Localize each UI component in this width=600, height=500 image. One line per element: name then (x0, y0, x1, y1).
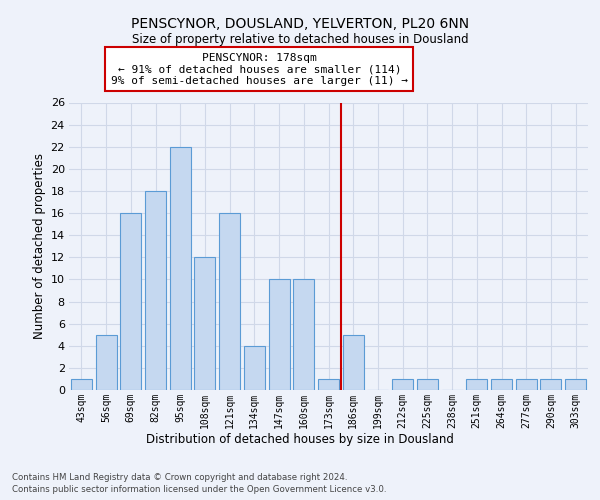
Text: Size of property relative to detached houses in Dousland: Size of property relative to detached ho… (131, 32, 469, 46)
Bar (392, 379, 413, 390)
Text: Distribution of detached houses by size in Dousland: Distribution of detached houses by size … (146, 432, 454, 446)
Bar (95, 334, 116, 390)
Bar (466, 379, 487, 390)
Bar (71, 379, 92, 390)
Bar (145, 191, 166, 390)
Bar (417, 379, 438, 390)
Bar (194, 258, 215, 390)
Bar (120, 213, 141, 390)
Bar (491, 379, 512, 390)
Text: PENSCYNOR: 178sqm
← 91% of detached houses are smaller (114)
9% of semi-detached: PENSCYNOR: 178sqm ← 91% of detached hous… (111, 52, 408, 86)
Bar (541, 379, 562, 390)
Y-axis label: Number of detached properties: Number of detached properties (34, 153, 46, 340)
Bar (343, 334, 364, 390)
Text: Contains public sector information licensed under the Open Government Licence v3: Contains public sector information licen… (12, 485, 386, 494)
Bar (269, 280, 290, 390)
Text: PENSCYNOR, DOUSLAND, YELVERTON, PL20 6NN: PENSCYNOR, DOUSLAND, YELVERTON, PL20 6NN (131, 18, 469, 32)
Bar (219, 213, 240, 390)
Text: Contains HM Land Registry data © Crown copyright and database right 2024.: Contains HM Land Registry data © Crown c… (12, 472, 347, 482)
Bar (170, 146, 191, 390)
Bar (293, 280, 314, 390)
Bar (565, 379, 586, 390)
Bar (244, 346, 265, 390)
Bar (516, 379, 537, 390)
Bar (318, 379, 339, 390)
